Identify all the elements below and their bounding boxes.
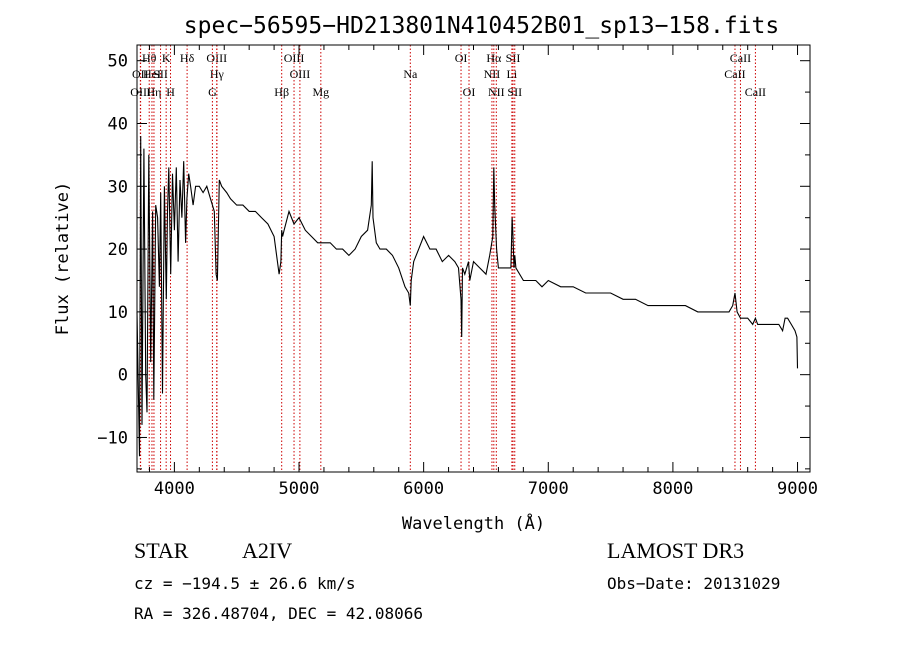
spectrum-line [136,136,799,457]
line-marker-label: CaII [724,67,745,81]
line-marker-label: OI [455,51,468,65]
line-marker-label: CaII [745,85,766,99]
x-tick-label: 7000 [528,479,569,499]
y-tick-label: 40 [108,114,128,134]
x-tick-label: 5000 [279,479,320,499]
line-marker-label: NII [488,85,505,99]
line-marker-label: K [162,51,171,65]
line-marker-label: Hθ [142,51,157,65]
line-marker-label: Hβ [274,85,289,99]
line-marker-label: CaII [730,51,751,65]
line-marker-label: Hη [146,85,161,99]
plot-frame [136,44,811,473]
y-tick-label: 20 [108,240,128,260]
x-tick-label: 6000 [403,479,444,499]
obs-date-label: Obs−Date: 20131029 [607,574,781,593]
chart-title: spec−56595−HD213801N410452B01_sp13−158.f… [184,13,779,39]
line-marker-label: Na [403,67,418,81]
x-tick-label: 9000 [777,479,818,499]
line-marker-label: SII [506,51,521,65]
line-marker-label: Li [507,67,518,81]
line-marker-label: OI [463,85,476,99]
line-marker-label: OIII [284,51,305,65]
y-tick-label: 10 [108,303,128,323]
line-marker-label: SII [507,85,522,99]
y-tick-label: 30 [108,177,128,197]
cz-label: cz = −194.5 ± 26.6 km/s [134,574,356,593]
line-marker-label: HeI [143,67,161,81]
y-tick-label: −10 [97,428,128,448]
object-type-label: STAR [134,538,189,563]
line-marker-label: OIII [290,67,311,81]
x-tick-label: 8000 [652,479,693,499]
y-tick-label: 50 [108,52,128,72]
line-marker-label: NII [484,67,501,81]
x-tick-label: 4000 [154,479,195,499]
line-marker-label: Hα [486,51,502,65]
spectral-class-label: A2IV [242,538,293,563]
line-marker-label: SII [153,67,168,81]
line-marker-label: G [208,85,217,99]
line-marker-label: Hγ [210,67,225,81]
survey-label: LAMOST DR3 [607,538,745,563]
line-marker-label: OIII [206,51,227,65]
line-marker-label: Mg [312,85,329,99]
y-axis-label: Flux (relative) [53,182,73,336]
line-marker-label: Hδ [180,51,195,65]
coords-label: RA = 326.48704, DEC = 42.08066 [134,604,423,623]
x-axis-label: Wavelength (Å) [402,512,545,534]
line-marker-label: H [166,85,175,99]
y-tick-label: 0 [118,366,128,386]
